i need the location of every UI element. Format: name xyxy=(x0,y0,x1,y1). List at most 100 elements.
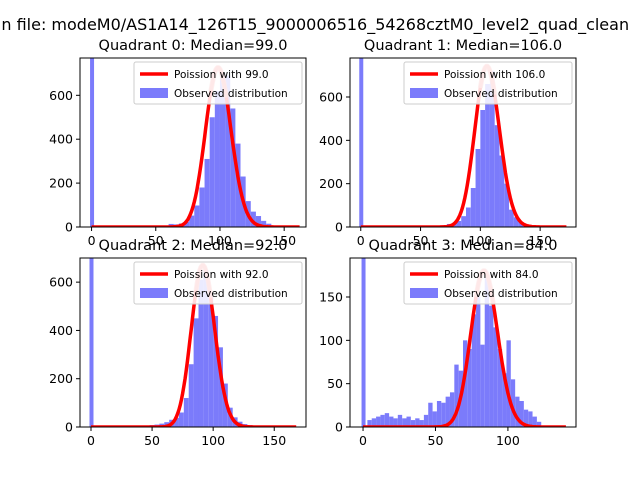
histogram-bar xyxy=(230,108,236,227)
x-tick-label: 50 xyxy=(144,433,160,448)
histogram-bar xyxy=(532,416,537,427)
subplot-quadrant-3: 0 50 100 0 50 100 150 Quadrant 3: Median=84.0 Po… xyxy=(319,238,577,448)
histogram-bar xyxy=(406,416,411,427)
axes-frame xyxy=(349,257,577,428)
histogram-bar xyxy=(214,90,220,227)
histogram-bar xyxy=(436,401,442,427)
legend-frame xyxy=(403,261,573,305)
histogram-bar xyxy=(184,221,190,227)
histogram-bar xyxy=(480,110,486,227)
y-tick-label: 600 xyxy=(319,90,343,105)
histogram-bar xyxy=(536,421,542,427)
x-tick-label: 50 xyxy=(148,233,164,248)
histogram-bar xyxy=(454,364,459,427)
y-tick-label: 400 xyxy=(49,132,73,147)
histogram-bar xyxy=(213,315,219,427)
legend: Poission with 84.0 Observed distribution xyxy=(403,261,573,305)
subplot-title: Quadrant 3: Median=84.0 xyxy=(369,238,558,254)
y-tick-label: 0 xyxy=(335,220,343,235)
histogram-bar xyxy=(493,327,498,427)
histogram-bar xyxy=(90,58,95,227)
legend-frame xyxy=(403,61,573,105)
y-tick-label: 50 xyxy=(327,376,343,391)
histogram-bar xyxy=(489,71,495,227)
histogram-bar xyxy=(209,117,215,227)
x-tick-label: 0 xyxy=(87,433,95,448)
histogram-bar xyxy=(208,296,214,427)
histogram-bar xyxy=(518,222,524,227)
subplot-title: Quadrant 1: Median=106.0 xyxy=(364,38,562,54)
histogram-bar xyxy=(189,215,195,227)
legend: Poission with 99.0 Observed distribution xyxy=(133,61,303,105)
histogram-bar xyxy=(89,258,94,427)
figure-suptitle: in file: modeM0/AS1A14_126T15_9000006516… xyxy=(0,15,629,35)
legend-poisson-label: Poission with 99.0 xyxy=(174,69,269,81)
y-tick-label: 400 xyxy=(49,323,73,338)
histogram-bar xyxy=(371,418,377,427)
histogram-bar xyxy=(441,402,446,427)
histogram-bar xyxy=(470,188,476,227)
x-tick-label: 150 xyxy=(272,233,296,248)
legend-frame xyxy=(133,261,303,305)
histogram-bar xyxy=(361,258,366,427)
histogram-bar xyxy=(198,279,204,427)
histogram-bar xyxy=(467,349,472,427)
histogram-bar xyxy=(178,412,184,427)
histogram-bar xyxy=(476,297,481,427)
x-tick-label: 100 xyxy=(496,433,520,448)
histogram-bar xyxy=(389,416,394,427)
legend-observed-swatch xyxy=(410,288,438,298)
y-tick-label: 600 xyxy=(49,275,73,290)
histogram-bar xyxy=(465,207,471,227)
histogram-bar xyxy=(497,349,503,427)
y-tick-label: 400 xyxy=(319,133,343,148)
histogram-bar xyxy=(250,211,256,227)
axes-frame xyxy=(79,257,307,428)
x-tick-label: 0 xyxy=(88,233,96,248)
legend-observed-label: Observed distribution xyxy=(174,288,288,300)
histogram-bar xyxy=(397,414,403,427)
histogram-bar xyxy=(376,416,381,427)
legend-observed-swatch xyxy=(140,288,168,298)
x-tick-label: 50 xyxy=(413,233,429,248)
histogram-bar xyxy=(480,344,485,427)
y-tick-label: 200 xyxy=(49,176,73,191)
poisson-curve xyxy=(90,263,297,427)
histogram-bar xyxy=(188,364,194,427)
histogram-bar xyxy=(367,420,372,427)
histogram-bar xyxy=(174,417,179,427)
histogram-bar xyxy=(199,187,205,227)
histogram-bar xyxy=(415,418,420,427)
histogram-bar xyxy=(432,411,437,427)
x-tick-label: 150 xyxy=(262,433,286,448)
subplot-quadrant-2: 0 50 100 150 0 200 400 600 Quadrant 2: Median=92… xyxy=(49,238,307,448)
histogram-bar xyxy=(494,125,500,227)
histogram-bar xyxy=(419,420,424,427)
x-tick-label: 50 xyxy=(428,433,444,448)
x-tick-label: 150 xyxy=(528,233,552,248)
histogram-bar xyxy=(203,270,209,427)
histogram-bar xyxy=(456,220,462,227)
y-tick-label: 0 xyxy=(65,420,73,435)
legend: Poission with 92.0 Observed distribution xyxy=(133,261,303,305)
histogram-bar xyxy=(225,75,231,227)
histogram-bar xyxy=(380,414,385,427)
histogram-bar xyxy=(445,396,450,427)
histogram-bar xyxy=(509,209,514,227)
x-tick-label: 100 xyxy=(468,233,492,248)
histogram-bar xyxy=(471,314,477,427)
plot-area xyxy=(90,58,301,227)
histogram-bar xyxy=(502,373,507,427)
histogram-bar xyxy=(428,402,433,427)
histogram-bar xyxy=(194,205,200,227)
histogram-bar xyxy=(484,275,490,427)
histogram-bar xyxy=(489,305,494,427)
y-tick-label: 100 xyxy=(319,333,343,348)
histogram-bar xyxy=(463,340,468,427)
histogram-bar xyxy=(504,183,510,227)
histogram-bar xyxy=(513,217,519,227)
histogram-bar xyxy=(255,216,262,227)
legend-observed-swatch xyxy=(410,88,438,98)
histogram-bar xyxy=(510,379,516,427)
